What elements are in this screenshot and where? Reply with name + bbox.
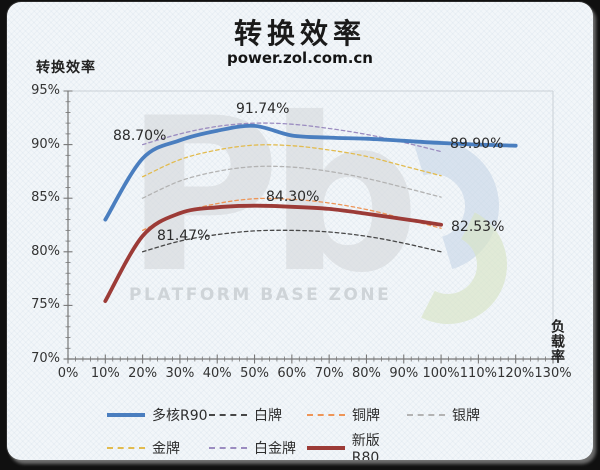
x-tick-label: 70% [314,366,344,381]
x-tick-label: 100% [422,366,460,381]
x-tick-label: 90% [389,366,419,381]
y-tick-label: 90% [31,136,60,152]
watermark-tagline: PLATFORM BASE ZONE [129,285,392,305]
data-label: 89.90% [450,136,504,152]
series-line-银牌 [141,165,442,199]
series-line-白牌 [141,229,442,253]
legend-item-多核R90: 多核R90 [107,405,209,425]
x-tick-label: 80% [352,366,381,381]
series-line-多核R90 [103,123,518,222]
legend-item-白金牌: 白金牌 [209,430,307,460]
x-tick-label: 0% [57,366,79,381]
x-tick-label: 10% [90,366,120,381]
series-line-金牌 [141,144,442,178]
data-label: 91.74% [236,101,290,117]
legend-label: 多核R90 [152,408,208,424]
legend-item-银牌: 银牌 [407,405,507,425]
x-tick-label: 20% [128,366,158,381]
data-label: 82.53% [451,219,505,235]
chart-subtitle: power.zol.com.cn [226,49,373,67]
x-tick-label: 110% [459,366,497,381]
x-tick-label: 50% [240,366,269,381]
x-tick-label: 60% [277,366,307,381]
y-tick-label: 95% [31,83,60,98]
legend-swatch-icon [407,414,445,416]
legend-swatch-icon [307,446,345,450]
legend-label: 金牌 [152,441,180,457]
y-tick-label: 75% [31,297,60,313]
watermark: Pb PLATFORM BASE ZONE [7,2,593,460]
watermark-logo-text: Pb [125,72,420,319]
series-line-新版R80 [103,203,443,304]
legend-row-1: 多核R90 白牌 铜牌 银牌 [107,405,507,425]
legend-item-金牌: 金牌 [107,430,209,460]
data-label: 84.30% [266,189,320,205]
y-tick-label: 70% [31,351,60,366]
legend-item-新版R80: 新版R80 [307,430,407,460]
x-tick-label: 130% [534,366,572,381]
legend-label: 白金牌 [254,441,296,457]
legend-item-白牌: 白牌 [209,405,307,425]
data-label: 81.47% [157,228,211,244]
y-tick-label: 85% [31,190,60,206]
legend-label: 银牌 [452,408,480,424]
x-tick-label: 40% [202,366,232,381]
chart-plot [63,90,554,364]
chart-title: 转换效率 [233,19,366,50]
x-tick-label: 120% [497,366,535,381]
legend-swatch-icon [307,414,345,416]
x-axis-title: 负载率 [549,319,565,364]
legend-item-铜牌: 铜牌 [307,405,407,425]
data-label: 88.70% [113,128,167,144]
x-tick-label: 30% [165,366,195,381]
legend-swatch-icon [107,413,145,417]
legend-label: 白牌 [254,408,282,424]
legend-row-2: 金牌 白金牌 新版R80 [107,430,407,460]
chart-card: 转换效率 power.zol.com.cn 转换效率 负载率 Pb PLATFO… [7,2,593,460]
legend-swatch-icon [107,447,145,449]
y-tick-label: 80% [31,243,60,259]
y-axis-title: 转换效率 [36,60,96,76]
legend-label: 新版R80 [351,433,380,460]
legend-label: 铜牌 [352,408,380,424]
legend-swatch-icon [209,447,247,449]
legend-swatch-icon [209,414,247,416]
